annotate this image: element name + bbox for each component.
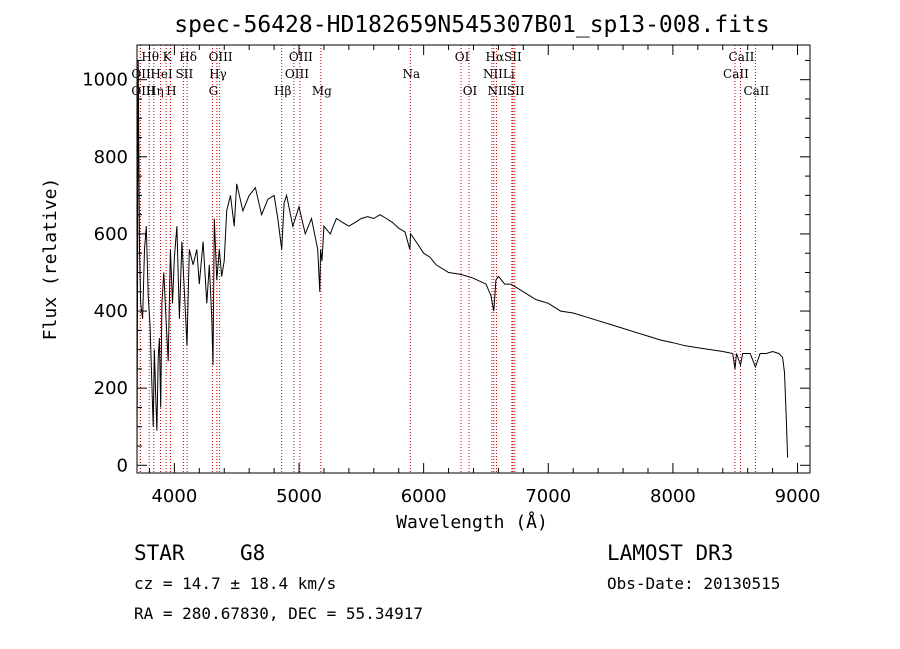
line-label: CaII — [743, 84, 769, 98]
y-tick-label: 800 — [94, 147, 128, 168]
x-tick-label: 5000 — [276, 486, 322, 507]
ra-dec-text: RA = 280.67830, DEC = 55.34917 — [134, 604, 423, 623]
line-label: OI — [455, 50, 470, 64]
line-label: HeI — [150, 67, 173, 81]
line-label: OII — [131, 67, 151, 81]
x-tick-label: 8000 — [650, 486, 696, 507]
y-tick-label: 1000 — [82, 70, 128, 91]
x-axis-label: Wavelength (Å) — [396, 511, 548, 533]
line-label: H — [166, 84, 176, 98]
line-label: Hγ — [209, 67, 227, 81]
line-label: Na — [402, 67, 420, 81]
line-markers — [139, 45, 756, 473]
line-label: OI — [463, 84, 478, 98]
line-label: SII — [176, 67, 194, 81]
redshift-text: cz = 14.7 ± 18.4 km/s — [134, 574, 336, 593]
y-tick-label: 200 — [94, 378, 128, 399]
line-label: Hη — [146, 84, 164, 98]
line-label: Hδ — [179, 50, 197, 64]
line-label: SII — [504, 50, 522, 64]
star-subclass: G8 — [240, 541, 265, 565]
line-label: SII — [507, 84, 525, 98]
x-tick-label: 4000 — [151, 486, 197, 507]
x-axis-ticks: 4000 5000 6000 7000 8000 9000 — [148, 45, 821, 507]
line-label: NII — [487, 84, 507, 98]
line-label: Hβ — [274, 84, 291, 98]
y-tick-label: 0 — [117, 455, 128, 476]
line-label: OIII — [209, 50, 233, 64]
line-label: Mg — [312, 84, 332, 98]
line-label: Li — [503, 67, 515, 81]
line-label: G — [209, 84, 219, 98]
plot-frame — [136, 44, 811, 474]
survey-name: LAMOST DR3 — [607, 541, 733, 565]
line-label: OIII — [285, 67, 309, 81]
x-tick-label: 7000 — [525, 486, 571, 507]
star-class: STAR — [134, 541, 185, 565]
line-label: CaII — [729, 50, 755, 64]
y-tick-label: 400 — [94, 301, 128, 322]
line-label: Hθ — [141, 50, 159, 64]
y-tick-label: 600 — [94, 224, 128, 245]
x-tick-label: 9000 — [775, 486, 821, 507]
y-axis-ticks: 0 200 400 600 800 1000 — [82, 59, 810, 476]
line-label: Hα — [486, 50, 505, 64]
line-label: NII — [483, 67, 503, 81]
y-axis-label: Flux (relative) — [40, 178, 61, 341]
line-label: OIII — [289, 50, 313, 64]
line-label: K — [163, 50, 173, 64]
chart-title: spec-56428-HD182659N545307B01_sp13-008.f… — [174, 12, 769, 38]
spectrum-line — [136, 60, 789, 466]
x-tick-label: 6000 — [401, 486, 447, 507]
line-label: CaII — [723, 67, 749, 81]
obs-date: Obs-Date: 20130515 — [607, 574, 780, 593]
